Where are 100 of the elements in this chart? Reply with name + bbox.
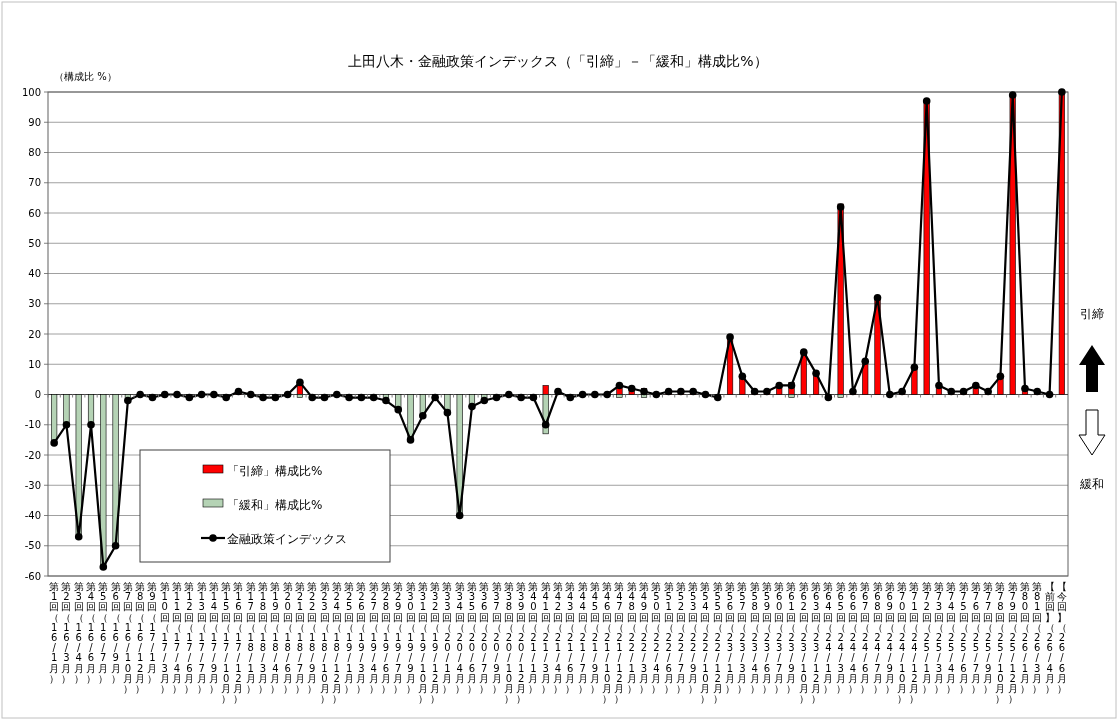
category-label: 第80回（26/1月） [1019,581,1030,694]
category-label: 第41回（21/3月） [540,581,551,694]
category-label: 第44回（21/7月） [577,581,588,694]
category-label: 第68回（24/7月） [872,581,883,694]
category-label: 第73回（25/3月） [933,581,944,694]
category-label: 第12回（17/6月） [184,581,195,694]
y-tick-label: 20 [28,328,41,340]
category-label: 第29回（19/7月） [393,581,404,694]
category-label: 第43回（21/6月） [565,581,576,694]
legend-label: 「緩和」構成比% [227,497,323,512]
category-label: 第20回（18/6月） [282,581,293,694]
text: 緩和 [1079,477,1104,491]
category-label: 第78回（25/10月） [995,581,1006,705]
y-tick-label: 100 [21,86,41,98]
category-label: 第15回（17/10月） [221,581,232,705]
category-label: 第28回（19/6月） [380,581,391,694]
category-label: 第9回（17/1月） [147,581,158,684]
category-label: 【今回】（26/6月） [1056,581,1067,694]
y-tick-label: 80 [28,147,41,158]
category-label: 第47回（21/12月） [614,581,625,705]
category-label: 第70回（24/10月） [897,581,908,705]
category-label: 第18回（18/3月） [258,581,269,694]
category-label: 第36回（20/7月） [479,581,490,694]
category-label: 第58回（23/4月） [749,581,760,694]
category-label: 第8回（16/12月） [135,581,146,694]
y-tick-label: -30 [24,479,41,491]
category-label: 第48回（22/1月） [626,581,637,694]
category-label: 第60回（23/7月） [774,581,785,694]
category-label: 第14回（17/9月） [208,581,219,694]
chart-title: 上田八木・金融政策インデックス（「引締」－「緩和」構成比%） [348,53,768,69]
category-label: 第34回（20/4月） [454,581,465,694]
y-tick-label: 70 [28,177,41,189]
category-label: 第22回（18/9月） [307,581,318,694]
category-label: 第71回（24/12月） [909,581,920,705]
category-label: 第49回（22/3月） [639,581,650,694]
category-label: 第45回（21/9月） [589,581,600,694]
category-label: 第27回（19/4月） [368,581,379,694]
category-label: 第76回（25/7月） [970,581,981,694]
category-label: 第52回（22/7月） [675,581,686,694]
y-tick-label: -20 [24,449,41,461]
category-label: 【前回】（26/4月） [1044,581,1055,694]
category-label: 第63回（23/12月） [811,581,822,705]
legend-label: 金融政策インデックス [227,531,347,546]
y-tick-label: -50 [24,540,41,552]
category-label: 第56回（23/1月） [725,581,736,694]
category-label: 第79回（25/12月） [1007,581,1018,705]
y-tick-label: -40 [24,510,41,521]
category-label: 第66回（24/4月） [847,581,858,694]
y-tick-label: 0 [34,389,41,400]
category-label: 第61回（23/9月） [786,581,797,694]
y-tick-label: 90 [28,116,41,128]
category-label: 第37回（20/9月） [491,581,502,694]
category-label: 第32回（19/12月） [430,581,441,705]
category-label: 第4回（16/6月） [86,581,97,684]
category-label: 第65回（24/3月） [835,581,846,694]
category-label: 第75回（25/6月） [958,581,969,694]
category-label: 第23回（18/10月） [319,581,330,705]
category-label: 第40回（21/1月） [528,581,539,694]
y-tick-label: -10 [24,419,41,431]
y-tick-label: 30 [28,298,41,310]
category-label: 第21回（18/7月） [294,581,305,694]
text: 引締 [1080,307,1104,321]
category-label: 第51回（22/6月） [663,581,674,694]
category-label: 第46回（21/10月） [602,581,613,705]
y-tick-label: 10 [28,358,41,370]
category-label: 第6回（16/9月） [110,581,121,684]
category-label: 第62回（23/10月） [798,581,809,705]
y-tick-label: 60 [28,207,41,219]
category-label: 第30回（19/9月） [405,581,416,694]
category-label: 第35回（20/6月） [466,581,477,694]
category-label: 第11回（17/4月） [172,581,183,694]
category-label: 第1回（16/1月） [49,581,60,684]
category-label: 第69回（24/9月） [884,581,895,694]
category-label: 第33回（20/1月） [442,581,453,694]
category-label: 第53回（22/9月） [688,581,699,694]
category-label: 第19回（18/4月） [270,581,281,694]
y-tick-label: -60 [24,570,41,582]
category-label: 第39回（20/12月） [516,581,527,705]
category-label: 第72回（25/1月） [921,581,932,694]
category-label: 第54回（22/10月） [700,581,711,705]
category-label: 第17回（18/1月） [245,581,256,694]
y-tick-label: 40 [28,268,41,279]
category-label: 第67回（24/6月） [860,581,871,694]
category-label: 第31回（19/10月） [417,581,428,705]
category-label: 第38回（20/10月） [503,581,514,705]
y-axis-title: （構成比 %） [54,71,117,82]
category-label: 第24回（18/12月） [331,581,342,705]
category-label: 第59回（23/6月） [761,581,772,694]
category-label: 第50回（22/4月） [651,581,662,694]
category-label: 第3回（16/4月） [73,581,84,684]
category-label: 第10回（17/3月） [159,581,170,694]
category-label: 第26回（19/3月） [356,581,367,694]
category-label: 第74回（25/4月） [946,581,957,694]
category-label: 第13回（17/7月） [196,581,207,694]
y-tick-label: 50 [28,237,41,249]
category-label: 第55回（22/12月） [712,581,723,705]
category-label: 第16回（17/12月） [233,581,244,705]
category-label: 第42回（21/4月） [553,581,563,694]
category-label: 第57回（23/3月） [737,581,748,694]
category-label: 第25回（19/1月） [344,581,355,694]
